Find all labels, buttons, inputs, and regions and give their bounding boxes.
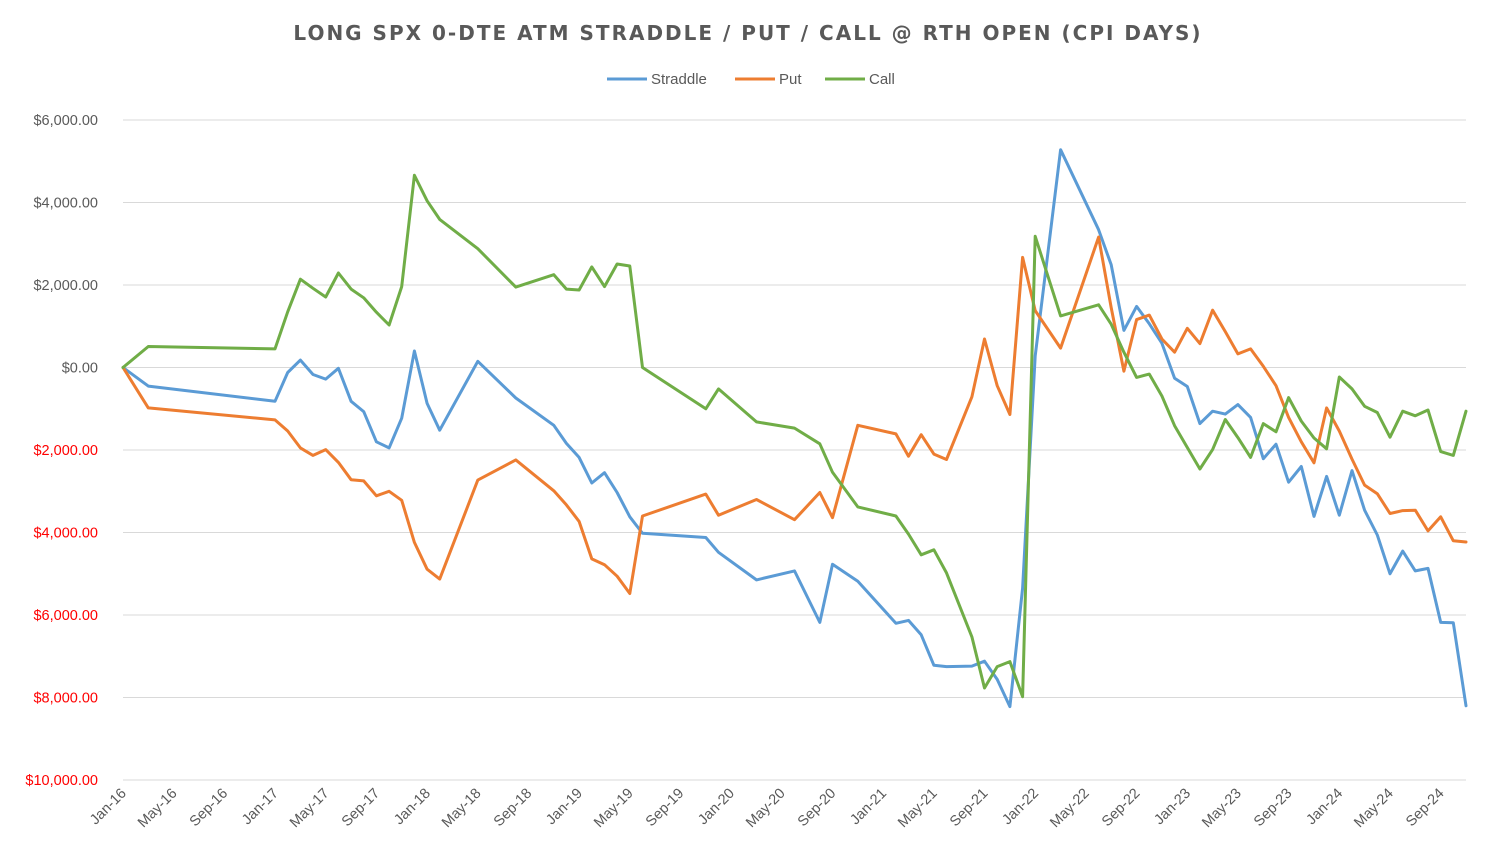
x-tick-label: May-21 [895, 786, 941, 832]
y-tick-label: $2,000.00 [33, 278, 98, 294]
legend-label: Straddle [651, 71, 707, 88]
legend-item-put: Put [735, 71, 802, 88]
x-tick-label: May-22 [1047, 786, 1093, 832]
series-line-straddle [121, 148, 1468, 709]
y-tick-label: $4,000.00 [33, 196, 98, 212]
x-tick-label: Sep-21 [947, 786, 991, 830]
y-tick-label: $6,000.00 [33, 113, 98, 129]
x-tick-label: Jan-19 [543, 786, 586, 829]
x-tick-label: May-17 [287, 786, 333, 832]
x-tick-label: Jan-20 [695, 786, 738, 829]
x-axis-tick-labels: Jan-16 May-16 Sep-16 Jan-17 May-17 Sep-17 Jan-… [87, 786, 1447, 832]
x-tick-label: Jan-21 [847, 786, 890, 829]
y-tick-label: $0.00 [62, 361, 98, 377]
legend: Straddle Put Call [607, 71, 895, 88]
legend-label: Put [779, 71, 802, 88]
y-tick-label: $2,000.00 [33, 443, 98, 459]
x-tick-label: May-20 [743, 786, 789, 832]
x-tick-label: Jan-23 [1151, 786, 1194, 829]
x-tick-label: May-18 [439, 786, 485, 832]
legend-label: Call [869, 71, 895, 88]
x-tick-label: Sep-17 [339, 786, 383, 830]
x-tick-label: May-23 [1199, 786, 1245, 832]
x-tick-label: Sep-19 [643, 786, 687, 830]
y-tick-label: $8,000.00 [33, 691, 98, 707]
legend-item-call: Call [825, 71, 895, 88]
x-tick-label: Sep-23 [1251, 786, 1295, 830]
x-tick-label: May-24 [1351, 786, 1397, 832]
x-tick-label: Sep-24 [1403, 786, 1447, 830]
x-tick-label: Sep-20 [795, 786, 839, 830]
y-tick-label: $6,000.00 [33, 608, 98, 624]
x-tick-label: Jan-16 [87, 786, 130, 829]
series-line-call [121, 173, 1468, 699]
y-tick-label: $4,000.00 [33, 526, 98, 542]
x-tick-label: Jan-17 [239, 786, 282, 829]
x-tick-label: Sep-16 [187, 786, 231, 830]
series-lines [121, 148, 1468, 709]
series-line-put [121, 235, 1468, 595]
y-tick-label: $10,000.00 [25, 773, 98, 789]
x-tick-label: Jan-18 [391, 786, 434, 829]
x-tick-label: May-16 [135, 786, 181, 832]
x-tick-label: Jan-24 [1303, 786, 1346, 829]
chart-title: LONG SPX 0-DTE ATM STRADDLE / PUT / CALL… [293, 21, 1202, 45]
x-tick-label: May-19 [591, 786, 637, 832]
legend-item-straddle: Straddle [607, 71, 707, 88]
x-tick-label: Sep-18 [491, 786, 535, 830]
x-tick-label: Sep-22 [1099, 786, 1143, 830]
y-axis-tick-labels: $6,000.00 $4,000.00 $2,000.00 $0.00 $2,000.0… [25, 113, 98, 789]
x-tick-label: Jan-22 [999, 786, 1042, 829]
